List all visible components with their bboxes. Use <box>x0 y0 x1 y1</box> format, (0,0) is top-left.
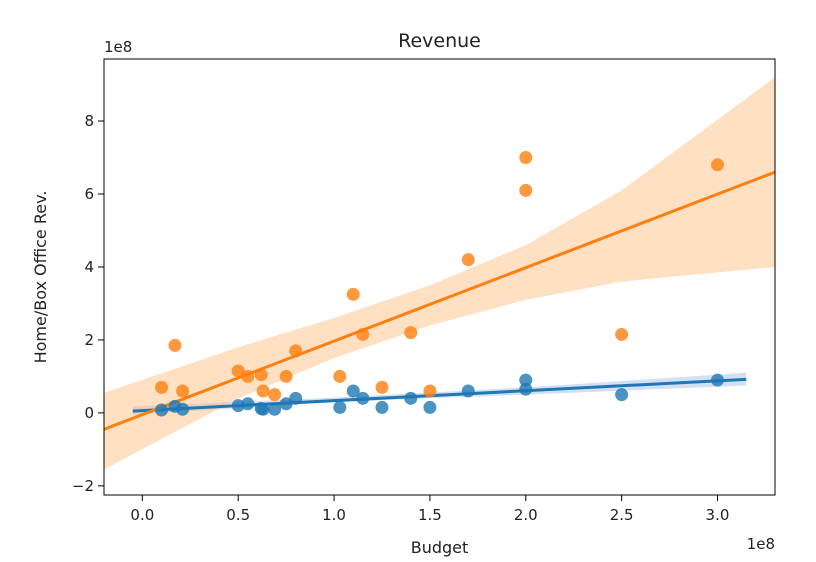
data-point-1-13 <box>356 391 370 405</box>
data-point-1-10 <box>289 391 303 405</box>
x-tick-label-2: 1.0 <box>322 506 346 524</box>
data-point-2-19 <box>519 183 533 197</box>
x-tick-label-6: 3.0 <box>706 506 730 524</box>
data-point-2-9 <box>279 369 293 383</box>
y-offset-label: 1e8 <box>104 38 132 56</box>
x-tick-label-5: 2.5 <box>610 506 634 524</box>
plot-frame <box>103 58 776 496</box>
data-point-1-12 <box>346 384 360 398</box>
data-point-1-11 <box>333 400 347 414</box>
data-point-1-18 <box>519 373 533 387</box>
data-point-1-14 <box>375 400 389 414</box>
data-point-2-21 <box>710 158 724 172</box>
y-tick-label-2: 2 <box>84 331 94 349</box>
data-point-2-6 <box>254 368 268 382</box>
x-tick-label-0: 0.0 <box>130 506 154 524</box>
data-point-1-21 <box>710 373 724 387</box>
data-point-2-7 <box>256 384 270 398</box>
x-offset-label: 1e8 <box>747 535 775 553</box>
data-point-2-12 <box>346 287 360 301</box>
data-point-2-8 <box>268 388 282 402</box>
data-point-2-20 <box>615 327 629 341</box>
data-point-2-10 <box>289 344 303 358</box>
x-tick-label-3: 1.5 <box>418 506 442 524</box>
data-point-1-16 <box>423 400 437 414</box>
x-axis-label: Budget <box>411 538 469 557</box>
y-tick-label-1: 0 <box>84 404 94 422</box>
confidence-band-2 <box>104 77 775 470</box>
data-point-2-4 <box>231 364 245 378</box>
data-point-2-17 <box>461 253 475 267</box>
chart-title: Revenue <box>398 30 481 52</box>
data-point-1-1 <box>155 403 169 417</box>
y-axis-label: Home/Box Office Rev. <box>31 191 50 364</box>
y-tick-label-0: −2 <box>72 477 94 495</box>
data-point-1-20 <box>615 388 629 402</box>
data-point-1-7 <box>256 402 270 416</box>
data-point-1-8 <box>268 402 282 416</box>
data-point-2-5 <box>241 369 255 383</box>
data-point-1-17 <box>461 384 475 398</box>
y-tick-label-5: 8 <box>84 112 94 130</box>
x-tick-label-1: 0.5 <box>226 506 250 524</box>
data-point-2-3 <box>176 384 190 398</box>
data-point-1-19 <box>519 382 533 396</box>
regression-line-2 <box>104 170 775 431</box>
data-point-2-14 <box>375 380 389 394</box>
data-point-2-18 <box>519 151 533 165</box>
data-point-2-16 <box>423 384 437 398</box>
data-point-2-2 <box>168 338 182 352</box>
data-point-2-11 <box>333 369 347 383</box>
y-tick-label-4: 6 <box>84 185 94 203</box>
data-point-2-13 <box>356 327 370 341</box>
data-point-2-15 <box>404 326 418 340</box>
x-tick-label-4: 2.0 <box>514 506 538 524</box>
data-point-1-15 <box>404 391 418 405</box>
data-point-2-1 <box>155 380 169 394</box>
data-point-1-9 <box>279 397 293 411</box>
data-point-1-3 <box>176 402 190 416</box>
data-point-1-5 <box>241 397 255 411</box>
y-tick-label-3: 4 <box>84 258 94 276</box>
